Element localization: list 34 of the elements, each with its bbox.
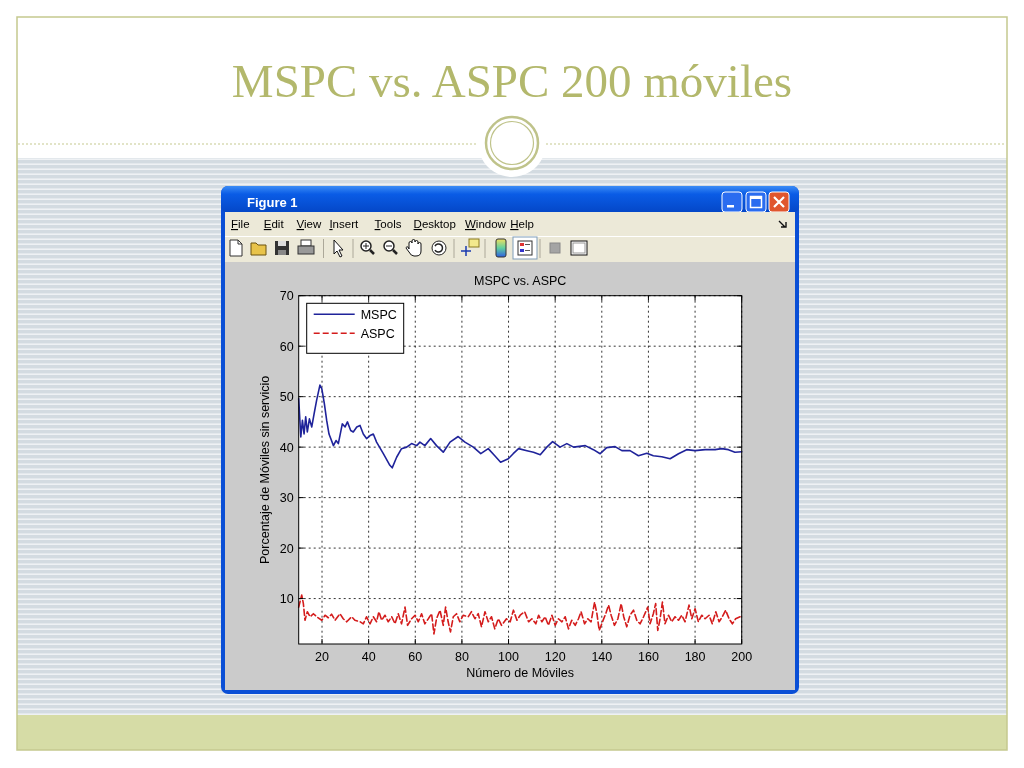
x-tick-label: 60 bbox=[408, 650, 423, 664]
text: Desktop bbox=[413, 218, 456, 230]
x-tick-label: 200 bbox=[731, 650, 753, 664]
y-tick-label: 10 bbox=[279, 592, 294, 607]
x-tick-label: 120 bbox=[544, 650, 566, 664]
text: File bbox=[231, 218, 250, 230]
line-series bbox=[297, 594, 741, 635]
line-series bbox=[297, 384, 743, 469]
text: View bbox=[296, 218, 323, 230]
legend-label: ASPC bbox=[360, 326, 395, 341]
y-tick-label: 50 bbox=[279, 390, 294, 405]
x-tick-label: 20 bbox=[315, 650, 330, 664]
x-tick-label: 180 bbox=[684, 650, 706, 664]
text: Edit bbox=[263, 218, 285, 230]
x-axis-title: Número de Móviles bbox=[466, 666, 575, 680]
x-tick-label: 160 bbox=[638, 650, 659, 664]
text: Help bbox=[510, 218, 534, 230]
y-tick-label: 30 bbox=[279, 491, 294, 506]
text: Window bbox=[465, 218, 507, 230]
y-axis-title: Porcentaje de Móviles sin servicio bbox=[258, 375, 272, 564]
y-tick-label: 70 bbox=[279, 289, 294, 304]
x-tick-label: 140 bbox=[591, 650, 613, 664]
y-tick-label: 40 bbox=[279, 440, 294, 455]
x-tick-label: 100 bbox=[498, 650, 520, 664]
y-tick-label: 20 bbox=[279, 541, 294, 556]
x-tick-label: 80 bbox=[454, 650, 469, 664]
legend-label: MSPC bbox=[360, 307, 397, 322]
text: Insert bbox=[329, 218, 359, 230]
chart-subtitle: MSPC vs. ASPC bbox=[474, 274, 567, 288]
x-tick-label: 40 bbox=[361, 650, 376, 664]
chart-title: MSPC vs. ASPC 200 móviles bbox=[231, 55, 793, 107]
caption: Figure 1 bbox=[247, 195, 298, 210]
text: Tools bbox=[374, 218, 402, 230]
y-tick-label: 60 bbox=[279, 339, 294, 354]
